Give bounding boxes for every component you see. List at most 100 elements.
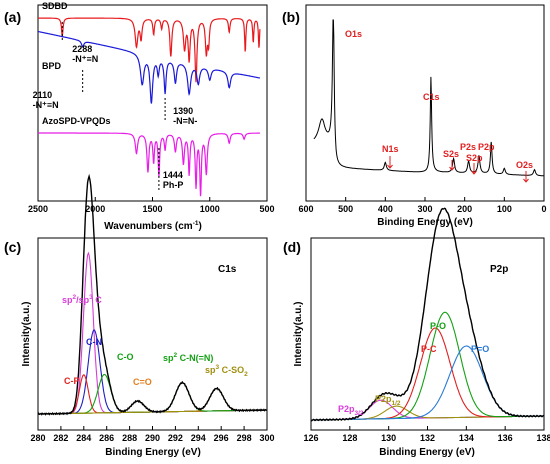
b-peak-arrowhead-2: [387, 164, 393, 169]
panel-b-frame: [305, 4, 545, 202]
b-peak-label-3: S2s: [443, 149, 459, 159]
a-tick-label-0: 2500: [28, 204, 48, 214]
a-ann-1-line2: -N⁺≡N: [33, 100, 59, 110]
c-tick-label-8: 296: [214, 433, 229, 443]
a-tick-label-2: 1500: [142, 204, 162, 214]
d-ann-p2p32: P2p3/2: [338, 404, 364, 417]
c-tick-label-0: 280: [30, 433, 45, 443]
d-tick-label-6: 138: [536, 433, 550, 443]
c-tick-label-3: 286: [99, 433, 114, 443]
panel-d: (d) P2p Intensity(a.u.) 126 128 130 132 134 1…: [283, 207, 550, 458]
b-peak-label-6: P2p: [478, 142, 495, 152]
panel-a: (a) 2500 2000 1500 1000 500 SDBD BPD AzoSPD-VP…: [4, 1, 275, 232]
b-tick-label-0: 600: [298, 204, 313, 214]
b-peak-arrowhead-5: [471, 170, 477, 175]
panel-c-label: (c): [4, 239, 21, 255]
d-tick-label-1: 128: [342, 433, 357, 443]
panel-b: (b) 600 500 400 300 200 100 0 O1s C1s N1s S2sP2sS…: [282, 4, 547, 228]
a-ann-1-line1: 2110: [33, 90, 53, 100]
c-ann-cn: C-N: [86, 337, 102, 347]
a-ann-2-line1: 1390: [173, 106, 193, 116]
a-curve-1: [37, 30, 261, 104]
panel-d-label: (d): [283, 239, 301, 255]
a-ann-3-line2: Ph-P: [163, 180, 184, 190]
panel-d-x-ticks: 126 128 130 132 134 136 138: [303, 426, 550, 443]
panel-b-label: (b): [282, 9, 300, 25]
a-tick-label-4: 500: [259, 204, 274, 214]
c-component-0: [38, 251, 267, 415]
panel-a-x-axis-title: Wavenumbers (cm-1): [104, 220, 202, 232]
panel-b-x-axis-title: Binding Energy (eV): [377, 217, 473, 228]
panel-d-title: P2p: [490, 264, 508, 275]
b-peak-label-2: N1s: [382, 144, 399, 154]
c-tick-label-4: 288: [122, 433, 137, 443]
d-tick-label-2: 130: [381, 433, 396, 443]
c-tick-label-6: 292: [168, 433, 183, 443]
panel-c-title: C1s: [218, 264, 237, 275]
panel-a-frame: [37, 4, 268, 202]
b-peak-label-1: C1s: [423, 92, 440, 102]
b-peak-arrowhead-7: [523, 178, 529, 183]
c-tick-label-2: 284: [76, 433, 91, 443]
c-envelope: [37, 173, 268, 416]
d-tick-label-3: 132: [420, 433, 435, 443]
panel-c: (c) C1s Intensity(a.u.) 280 282 284 286 288 2…: [4, 173, 275, 458]
c-ann-sp2cn: sp2 C-N(=N): [163, 352, 213, 363]
d-envelope: [310, 207, 545, 422]
a-series-label-1: BPD: [42, 61, 62, 71]
panel-b-x-ticks: 600 500 400 300 200 100 0: [298, 197, 547, 214]
d-ann-peo: P=O: [471, 344, 489, 354]
b-tick-label-4: 200: [457, 204, 472, 214]
b-survey-curve: [313, 19, 545, 177]
c-ann-sp2sp3: sp2/sp3 C: [62, 294, 102, 305]
b-peak-label-5: S2p: [466, 153, 483, 163]
a-series-label-2: AzoSPD-VPQDs: [42, 116, 111, 126]
c-tick-label-10: 300: [259, 433, 274, 443]
panel-c-x-ticks: 280 282 284 286 288 290 292 294 296 298 300: [30, 426, 275, 443]
d-ann-po: P-O: [430, 321, 446, 331]
panel-b-curve: [313, 19, 545, 177]
panel-a-label: (a): [4, 9, 21, 25]
b-tick-label-5: 100: [497, 204, 512, 214]
c-tick-label-5: 290: [145, 433, 160, 443]
c-ann-sp3cso2: sp3 C-SO2: [205, 364, 248, 378]
a-ann-0-line2: -N⁺≡N: [72, 54, 98, 64]
c-tick-label-1: 282: [53, 433, 68, 443]
a-curve-0: [38, 17, 261, 83]
panel-d-x-axis-title: Binding Energy (eV): [379, 447, 475, 458]
panel-c-curves: [37, 173, 268, 416]
b-peak-arrowhead-3: [449, 166, 455, 171]
d-ann-pc: P-C: [421, 344, 437, 354]
a-tick-label-1: 2000: [85, 204, 105, 214]
a-series-label-0: SDBD: [42, 1, 68, 11]
b-peak-label-4: P2s: [460, 142, 476, 152]
c-ann-ceo: C=O: [133, 377, 152, 387]
panel-c-annotations: sp2/sp3 C C-N C-P C-O C=O sp2 C-N(=N) sp…: [62, 294, 248, 387]
c-ann-co: C-O: [117, 352, 134, 362]
panel-d-frame: [310, 237, 545, 431]
d-tick-label-0: 126: [303, 433, 318, 443]
d-tick-label-4: 134: [459, 433, 474, 443]
c-tick-label-9: 298: [237, 433, 252, 443]
b-tick-label-1: 500: [338, 204, 353, 214]
panel-d-y-axis-title: Intensity(a.u.): [293, 301, 304, 366]
b-tick-label-2: 400: [378, 204, 393, 214]
d-tick-label-5: 136: [498, 433, 513, 443]
panel-d-curves: [310, 207, 545, 422]
panel-a-x-ticks: 2500 2000 1500 1000 500: [28, 197, 275, 214]
a-ann-0-line1: 2288: [72, 44, 92, 54]
panel-c-x-axis-title: Binding Energy (eV): [105, 447, 201, 458]
a-ann-3-line1: 1444: [163, 170, 183, 180]
a-ann-2-line2: -N=N-: [173, 116, 197, 126]
a-tick-label-3: 1000: [200, 204, 220, 214]
c-ann-cp: C-P: [64, 376, 80, 386]
b-peak-label-0: O1s: [345, 29, 362, 39]
b-tick-label-3: 300: [417, 204, 432, 214]
a-curve-2: [38, 132, 260, 197]
panel-c-y-axis-title: Intensity(a.u.): [21, 301, 32, 366]
b-peak-label-7: O2s: [516, 160, 533, 170]
c-tick-label-7: 294: [191, 433, 206, 443]
